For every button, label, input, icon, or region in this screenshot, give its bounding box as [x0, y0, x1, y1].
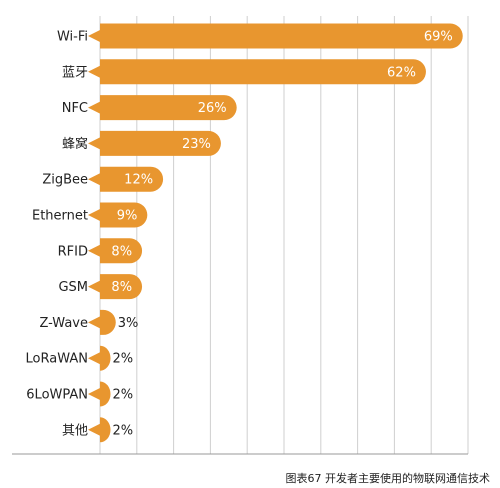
category-label: ZigBee [42, 173, 88, 188]
value-label: 2% [113, 423, 134, 438]
chart-caption: 图表67 开发者主要使用的物联网通信技术 [286, 471, 491, 485]
bars-group [88, 23, 463, 443]
grid-lines [99, 16, 469, 454]
bar [100, 309, 116, 335]
bar-pointer [88, 173, 100, 186]
value-label: 2% [113, 388, 134, 403]
bar [100, 166, 164, 192]
bar-pointer [88, 388, 100, 400]
bar-pointer [88, 209, 100, 221]
category-label: 6LoWPAN [26, 388, 88, 403]
category-label: RFID [58, 244, 88, 259]
bar [100, 202, 148, 228]
bar [100, 59, 426, 85]
value-label: 3% [118, 316, 139, 331]
bar-pointer [88, 137, 100, 150]
bar-pointer [88, 30, 100, 42]
category-label: 蓝牙 [62, 65, 88, 80]
category-labels: Wi-Fi 蓝牙 NFC 蜂窝 ZigBee Ethernet RFID GSM Z-Wave L… [26, 30, 88, 439]
category-label: LoRaWAN [26, 352, 88, 367]
category-label: Wi-Fi [57, 30, 88, 45]
bar-pointer [88, 423, 100, 436]
bar-pointer [88, 65, 100, 78]
bar-pointer [88, 280, 100, 293]
value-label: 62% [387, 65, 416, 80]
bar-pointer [88, 316, 100, 329]
bar [100, 238, 143, 264]
value-label: 23% [182, 137, 211, 152]
bar [100, 95, 237, 121]
category-label: Ethernet [32, 209, 88, 224]
value-label: 26% [198, 101, 227, 116]
bar [100, 130, 221, 156]
bar-pointer [88, 244, 100, 257]
bar-pointer [88, 352, 100, 365]
value-label: 8% [111, 244, 132, 259]
bar-pointer [88, 101, 100, 114]
bar [100, 23, 463, 49]
value-label: 69% [424, 30, 453, 45]
category-label: Z-Wave [39, 316, 88, 331]
bar [100, 417, 111, 443]
value-labels: 69% 62% 26% 23% 12% 9% 8% 8% 3% 2% 2% 2% [111, 30, 452, 439]
category-label: GSM [58, 280, 88, 295]
bar [100, 381, 111, 407]
value-label: 9% [117, 209, 138, 224]
bar [100, 274, 143, 300]
category-label: NFC [62, 101, 88, 116]
category-label: 其他 [62, 423, 88, 438]
bar [100, 345, 111, 371]
category-label: 蜂窝 [62, 136, 88, 152]
value-label: 2% [113, 352, 134, 367]
value-label: 12% [124, 173, 153, 188]
value-label: 8% [111, 280, 132, 295]
